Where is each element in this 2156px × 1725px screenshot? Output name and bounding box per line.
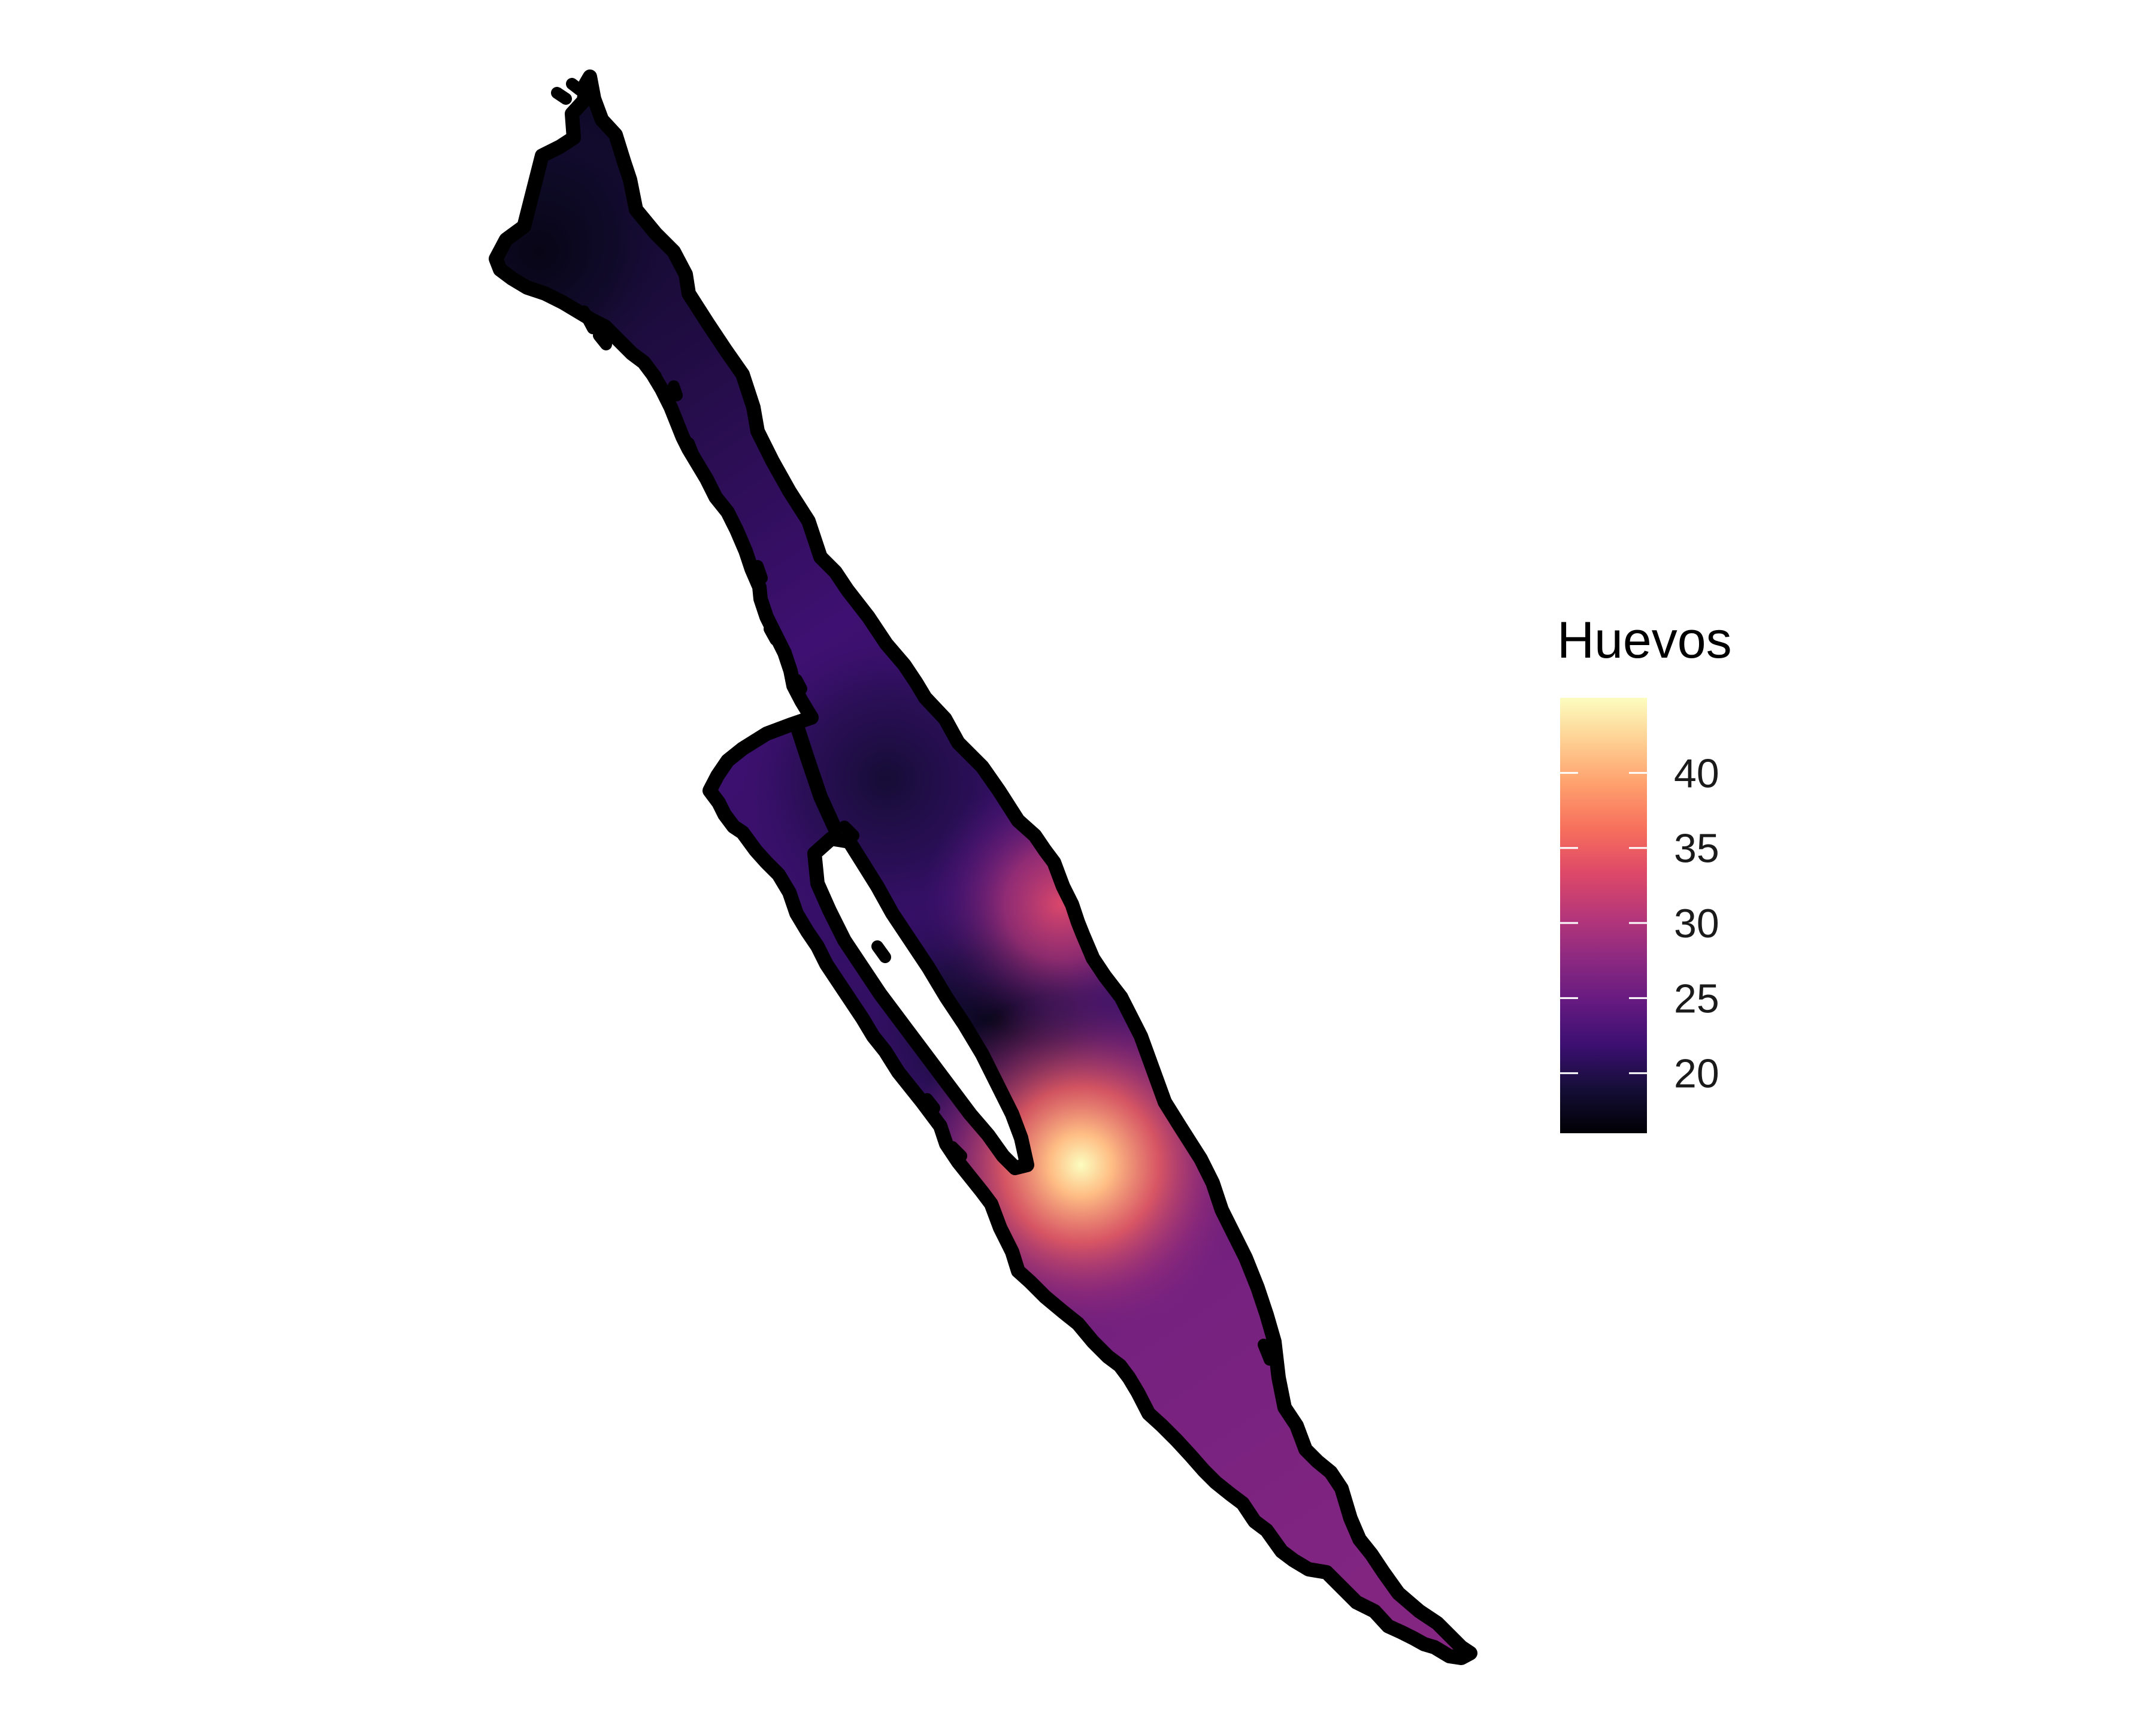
legend-tick-label: 20 bbox=[1674, 1051, 1719, 1097]
channel-edge bbox=[789, 718, 843, 837]
legend-tick-label: 30 bbox=[1674, 901, 1719, 946]
legend-tick-label: 40 bbox=[1674, 750, 1719, 796]
legend: Huevos 20 25 30 35 40 bbox=[1557, 612, 1732, 1133]
coastline-outline bbox=[489, 69, 1477, 1665]
inner-lagoon bbox=[814, 839, 1027, 1168]
land-boundary bbox=[489, 69, 1477, 1665]
legend-tick-label: 35 bbox=[1674, 826, 1719, 871]
legend-ticks: 20 25 30 35 40 bbox=[1560, 750, 1719, 1097]
coast-detail bbox=[551, 78, 1276, 1366]
lagoon-boundary bbox=[807, 831, 1034, 1175]
legend-colorbar bbox=[1560, 698, 1647, 1133]
legend-title: Huevos bbox=[1557, 612, 1732, 669]
egg-density-surface bbox=[496, 77, 1470, 1658]
legend-tick-label: 25 bbox=[1674, 976, 1719, 1021]
